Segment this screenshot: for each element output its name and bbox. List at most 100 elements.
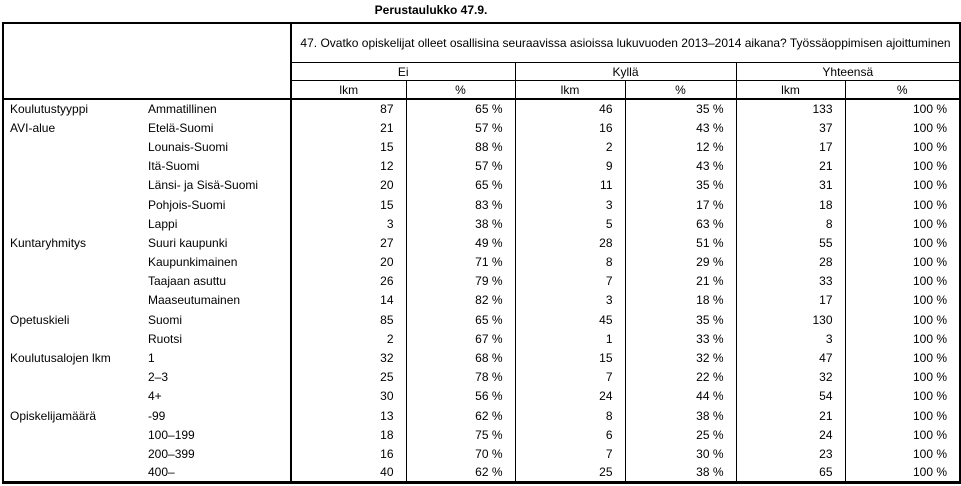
cell-kylla-lkm: 8	[514, 252, 625, 272]
cell-kylla-pct: 33 %	[624, 329, 736, 349]
cell-yhteensa-pct: 100 %	[844, 194, 961, 215]
subheader-ei-lkm: lkm	[290, 80, 406, 100]
cell-kylla-lkm: 46	[514, 99, 625, 119]
column-group-kylla: Kyllä	[514, 62, 736, 81]
cell-kylla-lkm: 24	[514, 386, 625, 406]
cell-yhteensa-pct: 100 %	[844, 406, 961, 426]
cell-kylla-lkm: 5	[514, 214, 625, 234]
table-row: Länsi- ja Sisä-Suomi 20 65 % 11 35 % 31 100 %	[3, 175, 961, 195]
cell-yhteensa-lkm: 17	[735, 137, 845, 157]
table-row: 2–3 25 78 % 7 22 % 32 100 %	[3, 367, 961, 387]
row-subgroup-label: Lappi	[148, 216, 178, 231]
table-row: Itä-Suomi 12 57 % 9 43 % 21 100 %	[3, 156, 961, 176]
cell-ei-pct: 38 %	[405, 214, 515, 234]
subheader-yht-pct: %	[844, 80, 961, 100]
cell-kylla-pct: 43 %	[624, 156, 736, 176]
row-category-label	[3, 368, 147, 387]
cell-kylla-pct: 43 %	[624, 118, 736, 138]
cell-ei-lkm: 18	[290, 425, 406, 445]
cell-kylla-pct: 32 %	[624, 348, 736, 368]
group-header-row: Ei Kyllä Yhteensä	[3, 62, 961, 81]
row-subgroup-label: -99	[148, 408, 166, 423]
table-row: Kaupunkimainen 20 71 % 8 29 % 28 100 %	[3, 252, 961, 272]
table-row: Kuntaryhmitys Suuri kaupunki 27 49 % 28 51 % 5…	[3, 233, 961, 253]
row-category-label	[3, 137, 147, 156]
cell-yhteensa-lkm: 21	[735, 406, 845, 426]
row-subgroup-label: Etelä-Suomi	[148, 120, 214, 135]
table-row: Ruotsi 2 67 % 1 33 % 3 100 %	[3, 329, 961, 349]
data-table: 47. Ovatko opiskelijat olleet osallisina…	[2, 22, 961, 485]
cell-yhteensa-lkm: 55	[735, 233, 845, 253]
cell-yhteensa-pct: 100 %	[844, 367, 961, 387]
subheader-yht-lkm: lkm	[735, 80, 845, 100]
cell-ei-pct: 65 %	[405, 175, 515, 195]
cell-ei-lkm: 15	[290, 137, 406, 157]
cell-ei-lkm: 3	[290, 214, 406, 234]
row-category-label	[3, 157, 147, 176]
cell-yhteensa-lkm: 130	[735, 310, 845, 330]
cell-yhteensa-pct: 100 %	[844, 175, 961, 195]
cell-kylla-lkm: 11	[514, 175, 625, 195]
row-category-label	[3, 214, 147, 233]
table-row: Koulutusalojen lkm 1 32 68 % 15 32 % 47 100 %	[3, 348, 961, 368]
cell-ei-pct: 57 %	[405, 118, 515, 138]
cell-kylla-pct: 25 %	[624, 425, 736, 445]
cell-ei-lkm: 27	[290, 233, 406, 253]
cell-kylla-pct: 12 %	[624, 137, 736, 157]
row-subgroup-label: Maaseutumainen	[148, 293, 241, 308]
table-row: Maaseutumainen 14 82 % 3 18 % 17 100 %	[3, 290, 961, 311]
cell-ei-pct: 78 %	[405, 367, 515, 387]
row-category-label	[3, 425, 147, 444]
table-row: 100–199 18 75 % 6 25 % 24 100 %	[3, 425, 961, 445]
cell-ei-lkm: 16	[290, 444, 406, 464]
table-row: Lappi 3 38 % 5 63 % 8 100 %	[3, 214, 961, 234]
table-row: Opetuskieli Suomi 85 65 % 45 35 % 130 100 %	[3, 310, 961, 330]
cell-yhteensa-lkm: 21	[735, 156, 845, 176]
cell-ei-lkm: 30	[290, 386, 406, 406]
row-category-label	[3, 291, 147, 310]
row-category-label	[3, 253, 147, 272]
cell-yhteensa-pct: 100 %	[844, 118, 961, 138]
cell-kylla-pct: 38 %	[624, 406, 736, 426]
cell-yhteensa-pct: 100 %	[844, 386, 961, 406]
cell-ei-pct: 67 %	[405, 329, 515, 349]
row-category-label	[3, 444, 147, 463]
cell-kylla-pct: 18 %	[624, 290, 736, 311]
row-category-label: Koulutustyyppi	[10, 102, 89, 117]
cell-ei-lkm: 12	[290, 156, 406, 176]
cell-ei-pct: 56 %	[405, 386, 515, 406]
cell-kylla-lkm: 7	[514, 444, 625, 464]
cell-ei-lkm: 14	[290, 290, 406, 311]
cell-kylla-pct: 35 %	[624, 99, 736, 119]
cell-yhteensa-pct: 100 %	[844, 310, 961, 330]
cell-yhteensa-pct: 100 %	[844, 271, 961, 291]
row-subgroup-label: Pohjois-Suomi	[148, 197, 226, 212]
row-category-label: Kuntaryhmitys	[10, 235, 87, 250]
cell-yhteensa-pct: 100 %	[844, 252, 961, 272]
cell-yhteensa-pct: 100 %	[844, 329, 961, 349]
cell-ei-pct: 65 %	[405, 99, 515, 119]
cell-kylla-pct: 21 %	[624, 271, 736, 291]
cell-ei-pct: 82 %	[405, 290, 515, 311]
row-subgroup-label: 2–3	[148, 370, 169, 385]
cell-yhteensa-lkm: 33	[735, 271, 845, 291]
cell-kylla-lkm: 15	[514, 348, 625, 368]
cell-yhteensa-lkm: 31	[735, 175, 845, 195]
cell-yhteensa-lkm: 8	[735, 214, 845, 234]
cell-kylla-pct: 44 %	[624, 386, 736, 406]
cell-yhteensa-pct: 100 %	[844, 156, 961, 176]
cell-ei-lkm: 15	[290, 194, 406, 215]
table-row: Lounais-Suomi 15 88 % 2 12 % 17 100 %	[3, 137, 961, 157]
cell-ei-lkm: 2	[290, 329, 406, 349]
cell-yhteensa-lkm: 47	[735, 348, 845, 368]
row-subgroup-label: Taajaan asuttu	[148, 274, 227, 289]
cell-ei-lkm: 40	[290, 463, 406, 483]
cell-ei-pct: 65 %	[405, 310, 515, 330]
cell-yhteensa-pct: 100 %	[844, 425, 961, 445]
row-category-label	[3, 195, 147, 214]
cell-ei-pct: 71 %	[405, 252, 515, 272]
cell-ei-pct: 88 %	[405, 137, 515, 157]
cell-ei-lkm: 32	[290, 348, 406, 368]
cell-ei-lkm: 87	[290, 99, 406, 119]
table-header: 47. Ovatko opiskelijat olleet osallisina…	[3, 23, 961, 100]
